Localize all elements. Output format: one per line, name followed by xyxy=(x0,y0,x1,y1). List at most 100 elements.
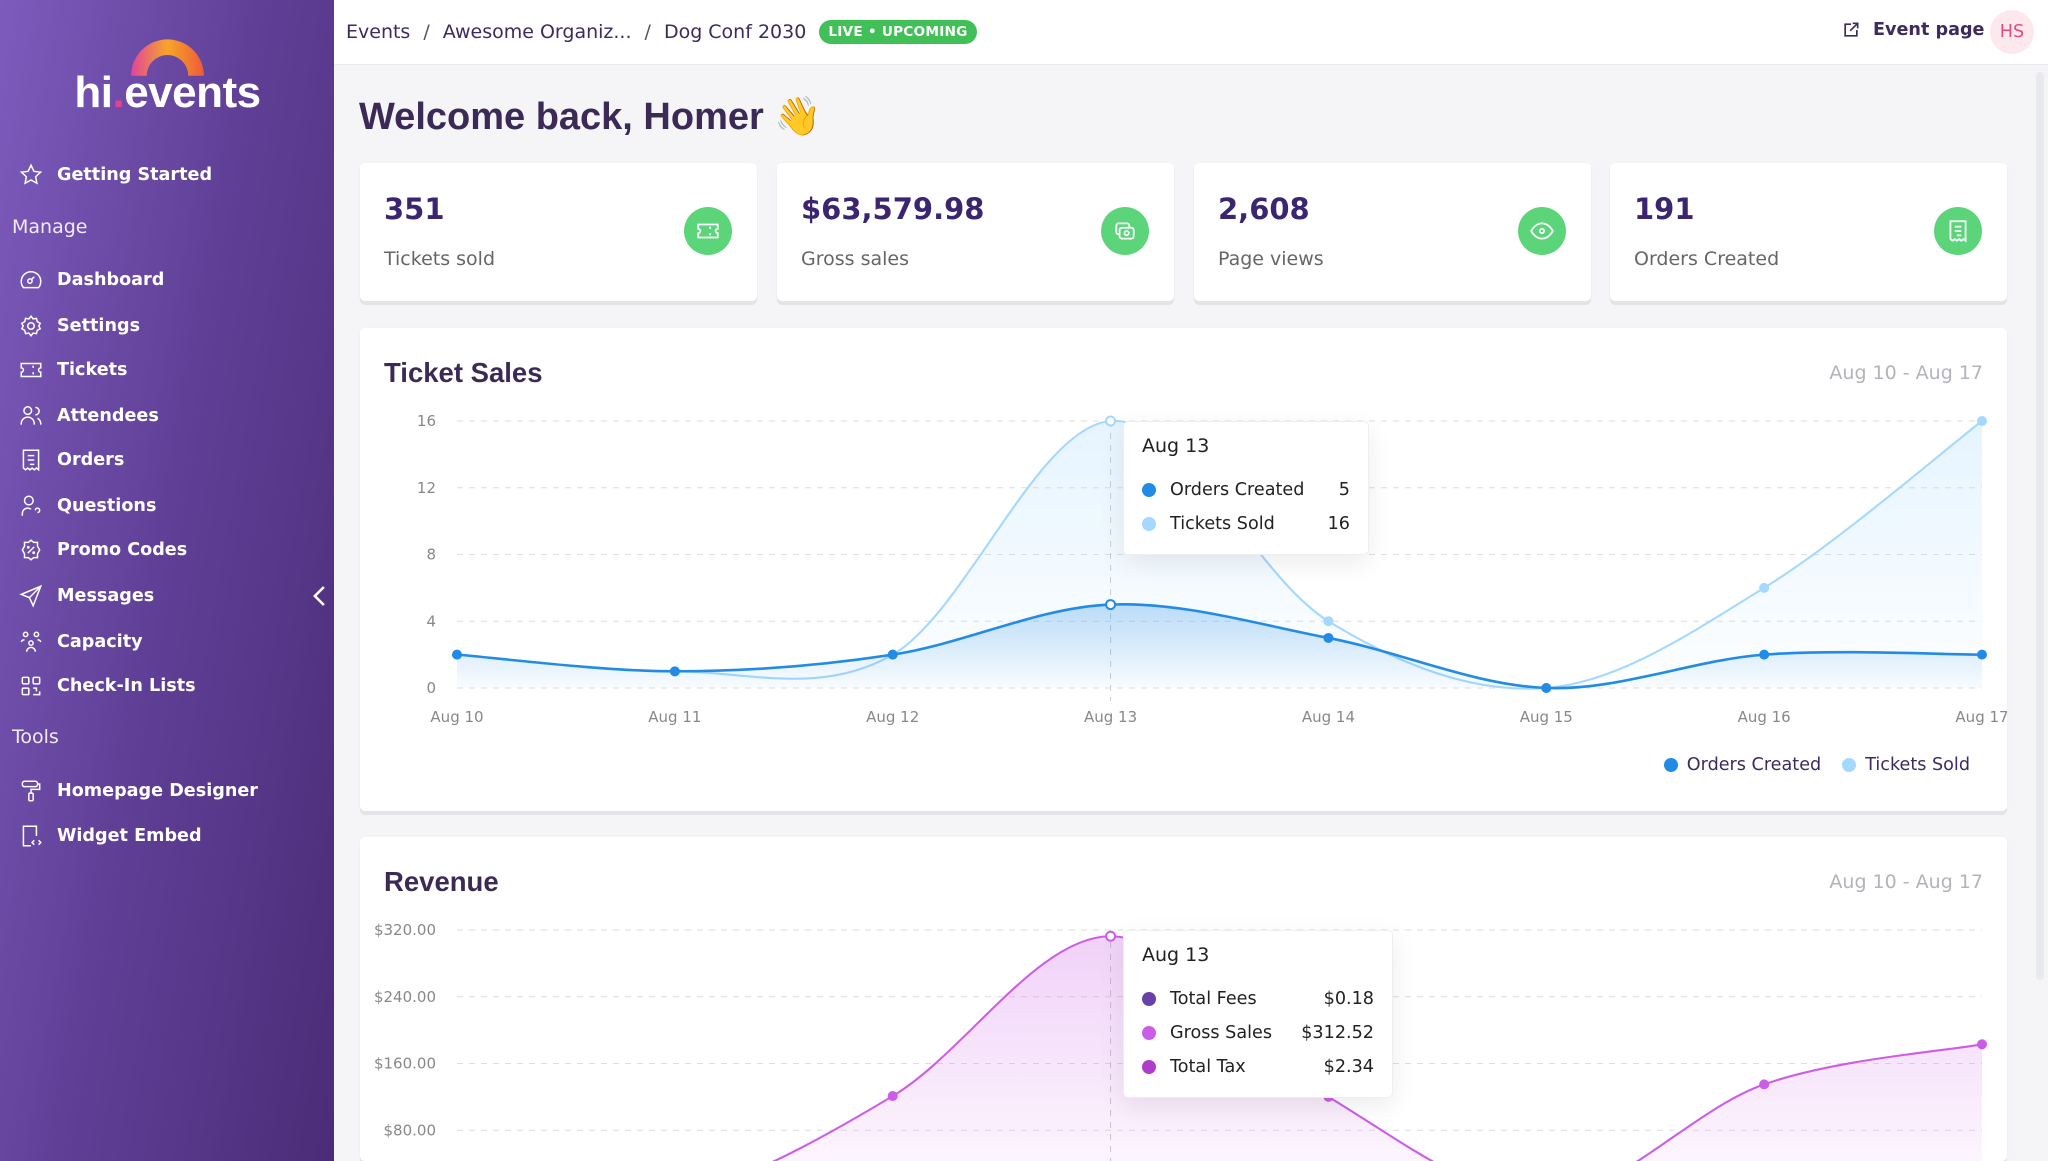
tooltip-date: Aug 13 xyxy=(1142,944,1210,966)
y-tick-label: 12 xyxy=(417,479,436,497)
legend-item-orders-created[interactable]: Orders Created xyxy=(1663,755,1821,775)
section-manage: Manage xyxy=(12,216,88,238)
series-area xyxy=(774,936,1982,1161)
tooltip-value: $0.18 xyxy=(1323,989,1374,1009)
data-point[interactable] xyxy=(1759,582,1770,593)
x-tick-label: Aug 12 xyxy=(866,708,919,726)
x-tick-label: Aug 14 xyxy=(1302,708,1355,726)
sidebar-item-promo-codes[interactable]: Promo Codes xyxy=(18,530,187,569)
sidebar-item-tickets[interactable]: Tickets xyxy=(18,350,128,389)
tooltip-value: $312.52 xyxy=(1301,1023,1374,1043)
stat-value: $63,579.98 xyxy=(801,192,985,226)
sidebar-item-capacity[interactable]: Capacity xyxy=(18,622,143,661)
stat-value: 191 xyxy=(1634,192,1695,226)
tooltip-series-name: Tickets Sold xyxy=(1170,514,1275,534)
stat-label: Tickets sold xyxy=(384,248,496,270)
gauge-icon xyxy=(20,270,42,288)
stat-card-gross-sales: $63,579.98 Gross sales xyxy=(777,163,1174,301)
sidebar-item-widget-embed[interactable]: Widget Embed xyxy=(18,816,202,855)
y-tick-label: $80.00 xyxy=(384,1121,437,1139)
users-icon xyxy=(20,405,42,425)
y-tick-label: $320.00 xyxy=(374,921,436,939)
stat-label: Gross sales xyxy=(801,248,909,270)
sidebar-item-settings[interactable]: Settings xyxy=(18,306,140,345)
sidebar-item-check-in-lists[interactable]: Check-In Lists xyxy=(18,666,196,705)
paint-roller-icon xyxy=(21,779,41,802)
breadcrumb-events[interactable]: Events xyxy=(346,21,411,43)
sidebar-item-questions[interactable]: Questions xyxy=(18,486,156,525)
tooltip-series-name: Orders Created xyxy=(1170,480,1305,500)
data-point[interactable] xyxy=(1977,649,1987,660)
tooltip-row: Orders Created 5 xyxy=(1142,473,1350,507)
sidebar-item-label: Getting Started xyxy=(57,164,213,185)
sidebar-item-orders[interactable]: Orders xyxy=(18,440,124,479)
sidebar-item-dashboard[interactable]: Dashboard xyxy=(18,260,164,299)
series-dot xyxy=(1142,992,1156,1006)
breadcrumb-organizer[interactable]: Awesome Organiz... xyxy=(442,21,632,43)
date-range: Aug 10 - Aug 17 xyxy=(1829,362,1983,384)
data-point[interactable] xyxy=(1759,649,1770,660)
star-icon xyxy=(19,163,43,185)
data-point[interactable] xyxy=(1541,683,1552,693)
code-embed-icon xyxy=(22,824,42,847)
tooltip-row: Total Tax $2.34 xyxy=(1142,1050,1374,1084)
x-tick-label: Aug 15 xyxy=(1520,708,1573,726)
chart-tooltip: Aug 13 Orders Created 5 Tickets Sold 16 xyxy=(1123,421,1369,555)
data-point[interactable] xyxy=(887,649,898,660)
data-point[interactable] xyxy=(1323,632,1334,643)
x-tick-label: Aug 16 xyxy=(1738,708,1791,726)
receipt-icon xyxy=(1934,207,1982,255)
stat-value: 351 xyxy=(384,192,445,226)
breadcrumb-separator: / xyxy=(644,21,651,43)
hi-events-logo[interactable]: hi.events xyxy=(63,29,272,123)
stat-card-page-views: 2,608 Page views xyxy=(1194,163,1591,301)
tooltip-value: 16 xyxy=(1327,514,1350,534)
stat-label: Page views xyxy=(1218,248,1324,270)
sidebar-item-label: Capacity xyxy=(57,631,143,652)
status-badge: LIVE • UPCOMING xyxy=(819,20,977,44)
breadcrumb-event[interactable]: Dog Conf 2030 xyxy=(663,21,807,43)
collapse-sidebar-chevron-icon[interactable] xyxy=(311,583,329,609)
tooltip-row: Tickets Sold 16 xyxy=(1142,507,1350,541)
tooltip-series-name: Total Tax xyxy=(1170,1057,1246,1077)
sidebar-item-homepage-designer[interactable]: Homepage Designer xyxy=(18,771,258,810)
event-page-link[interactable]: Event page xyxy=(1841,20,1984,40)
stat-card-tickets-sold: 351 Tickets sold xyxy=(360,163,757,301)
sidebar: hi.events Getting Started Manage Dashboa… xyxy=(0,0,334,1161)
y-tick-label: 0 xyxy=(426,679,436,697)
scrollbar[interactable] xyxy=(2036,72,2044,980)
data-point[interactable] xyxy=(669,666,680,677)
send-icon xyxy=(19,584,43,608)
chart-title: Revenue xyxy=(384,866,499,897)
tooltip-row: Gross Sales $312.52 xyxy=(1142,1016,1374,1050)
chart-legend: Orders Created Tickets Sold xyxy=(1663,755,1970,775)
sidebar-item-label: Promo Codes xyxy=(57,539,188,560)
data-point[interactable] xyxy=(1105,599,1117,611)
sidebar-item-label: Attendees xyxy=(57,405,159,426)
tooltip-value: $2.34 xyxy=(1323,1057,1374,1077)
data-point[interactable] xyxy=(887,1091,898,1102)
series-area xyxy=(457,604,1982,689)
avatar[interactable]: HS xyxy=(1990,10,2034,54)
data-point[interactable] xyxy=(1105,930,1117,942)
tooltip-row: Total Fees $0.18 xyxy=(1142,982,1374,1016)
data-point[interactable] xyxy=(1977,416,1987,426)
sidebar-item-messages[interactable]: Messages xyxy=(18,576,154,615)
sidebar-item-attendees[interactable]: Attendees xyxy=(18,396,159,435)
data-point[interactable] xyxy=(452,649,462,660)
data-point[interactable] xyxy=(1105,415,1117,427)
sidebar-item-getting-started[interactable]: Getting Started xyxy=(18,155,212,194)
data-point[interactable] xyxy=(1759,1079,1770,1090)
sidebar-item-label: Orders xyxy=(57,449,125,470)
data-point[interactable] xyxy=(1323,616,1334,627)
legend-item-tickets-sold[interactable]: Tickets Sold xyxy=(1842,755,1970,775)
stat-label: Orders Created xyxy=(1634,248,1780,270)
chart-tooltip: Aug 13 Total Fees $0.18 Gross Sales $312.5… xyxy=(1123,930,1393,1098)
discount-icon xyxy=(21,538,41,561)
ticket-icon xyxy=(684,207,732,255)
tooltip-value: 5 xyxy=(1338,480,1350,500)
ticket-icon xyxy=(20,362,42,377)
page-title: Welcome back, Homer 👋 xyxy=(359,96,822,138)
series-line xyxy=(456,603,1983,690)
data-point[interactable] xyxy=(1977,1039,1987,1050)
